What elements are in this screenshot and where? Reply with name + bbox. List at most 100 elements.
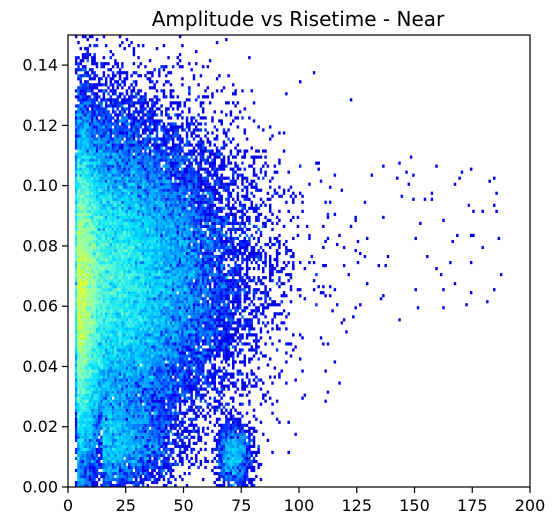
heatmap-cell — [241, 459, 244, 464]
heatmap-cell — [100, 462, 103, 467]
heatmap-cell — [141, 285, 145, 289]
heatmap-cell — [227, 468, 230, 473]
heatmap-cell — [86, 273, 89, 277]
heatmap-cell — [139, 270, 143, 274]
heatmap-cell — [151, 354, 154, 358]
heatmap-cell — [79, 444, 83, 448]
heatmap-cell — [222, 294, 226, 298]
heatmap-cell — [160, 429, 163, 433]
heatmap-cell — [74, 387, 78, 391]
heatmap-cell — [141, 267, 145, 271]
heatmap-cell — [158, 318, 161, 322]
heatmap-cell — [162, 402, 166, 406]
heatmap-cell — [88, 417, 92, 421]
heatmap-cell — [153, 459, 156, 464]
heatmap-cell — [107, 381, 110, 385]
heatmap-cell — [144, 363, 147, 367]
heatmap-cell — [213, 345, 216, 349]
heatmap-cell — [151, 369, 154, 373]
heatmap-cell — [245, 318, 249, 322]
heatmap-cell — [213, 411, 216, 415]
heatmap-cell — [183, 342, 186, 346]
heatmap-cell — [84, 423, 87, 427]
heatmap-cell — [215, 324, 219, 328]
heatmap-cell — [169, 480, 173, 485]
heatmap-cell — [137, 408, 140, 412]
heatmap-cell — [160, 291, 163, 295]
heatmap-cell — [144, 423, 147, 427]
heatmap-cell — [257, 318, 260, 322]
heatmap-cell — [111, 477, 115, 482]
heatmap-cell — [167, 381, 170, 385]
heatmap-cell — [146, 366, 149, 370]
heatmap-cell — [213, 435, 216, 439]
heatmap-cell — [114, 324, 117, 328]
heatmap-cell — [174, 483, 177, 488]
heatmap-cell — [153, 324, 156, 328]
heatmap-cell — [167, 384, 170, 388]
heatmap-cell — [81, 405, 85, 409]
heatmap-cell — [81, 303, 85, 307]
heatmap-cell — [146, 315, 149, 319]
heatmap-cell — [206, 411, 210, 415]
heatmap-cell — [174, 423, 177, 427]
heatmap-cell — [245, 465, 249, 470]
heatmap-cell — [201, 396, 205, 400]
heatmap-cell — [192, 333, 196, 337]
heatmap-cell — [192, 306, 196, 310]
heatmap-cell — [88, 474, 92, 479]
heatmap-cell — [167, 363, 170, 367]
heatmap-cell — [160, 354, 163, 358]
heatmap-cell — [204, 387, 207, 391]
heatmap-cell — [104, 393, 108, 397]
heatmap-cell — [252, 465, 256, 470]
heatmap-cell — [93, 288, 96, 292]
heatmap-cell — [195, 390, 198, 394]
heatmap-cell — [81, 333, 85, 337]
heatmap-cell — [215, 351, 219, 355]
heatmap-cell — [238, 441, 242, 445]
heatmap-cell — [234, 321, 237, 325]
heatmap-cell — [181, 378, 184, 382]
heatmap-cell — [208, 414, 212, 418]
heatmap-cell — [88, 381, 92, 385]
heatmap-cell — [74, 273, 78, 277]
heatmap-cell — [84, 426, 87, 430]
heatmap-cell — [104, 444, 108, 448]
heatmap-cell — [148, 327, 152, 331]
heatmap-cell — [91, 273, 94, 277]
heatmap-cell — [137, 351, 140, 355]
heatmap-cell — [215, 273, 219, 277]
heatmap-cell — [227, 309, 230, 313]
heatmap-cell — [114, 384, 117, 388]
heatmap-cell — [213, 375, 216, 379]
heatmap-cell — [104, 294, 108, 298]
heatmap-cell — [225, 339, 228, 343]
heatmap-cell — [128, 396, 131, 400]
heatmap-cell — [192, 462, 196, 467]
heatmap-cell — [250, 480, 253, 485]
heatmap-cell — [111, 312, 115, 316]
heatmap-cell — [285, 351, 288, 355]
heatmap-cell — [232, 360, 235, 364]
heatmap-cell — [225, 465, 228, 470]
heatmap-cell — [139, 279, 143, 283]
heatmap-cell — [123, 354, 126, 358]
heatmap-cell — [128, 306, 131, 310]
heatmap-cell — [158, 381, 161, 385]
heatmap-cell — [162, 318, 166, 322]
heatmap-cell — [266, 303, 270, 307]
heatmap-cell — [107, 273, 110, 277]
heatmap-cell — [134, 315, 138, 319]
heatmap-cell — [130, 342, 133, 346]
heatmap-cell — [158, 411, 161, 415]
heatmap-cell — [151, 300, 154, 304]
heatmap-cell — [227, 333, 230, 337]
heatmap-cell — [190, 309, 193, 313]
heatmap-cell — [130, 420, 133, 424]
heatmap-cell — [123, 345, 126, 349]
heatmap-cell — [294, 432, 297, 436]
heatmap-cell — [84, 384, 87, 388]
heatmap-cell — [104, 315, 108, 319]
heatmap-cell — [77, 297, 80, 301]
